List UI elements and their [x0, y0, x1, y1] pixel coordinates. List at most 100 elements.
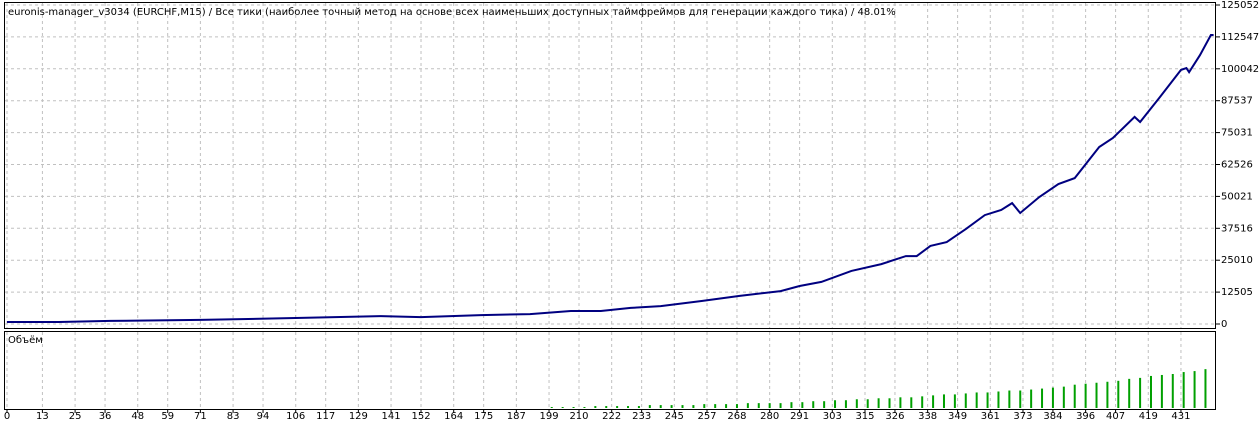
- x-tick-label: 268: [727, 411, 746, 422]
- volume-bar: [637, 406, 640, 408]
- x-tick-label: 152: [411, 411, 430, 422]
- x-tick-label: 338: [918, 411, 937, 422]
- y-tick-label: 25010: [1221, 255, 1253, 266]
- x-tick-label: 13: [36, 411, 49, 422]
- y-tick-label: 100042: [1221, 64, 1259, 75]
- x-tick-label: 199: [539, 411, 558, 422]
- volume-bar: [692, 405, 695, 408]
- x-tick-label: 164: [444, 411, 463, 422]
- volume-bar: [757, 403, 760, 408]
- volume-bar: [866, 399, 869, 408]
- volume-bar: [1182, 372, 1185, 408]
- y-tick-label: 87537: [1221, 96, 1253, 107]
- x-tick-label: 187: [507, 411, 526, 422]
- volume-bar: [986, 392, 989, 408]
- volume-bar: [714, 404, 717, 408]
- volume-bar: [801, 402, 804, 408]
- volume-bar: [975, 392, 978, 408]
- x-tick-label: 396: [1076, 411, 1095, 422]
- volume-bar: [670, 405, 673, 408]
- volume-bar: [659, 405, 662, 408]
- volume-bar: [583, 407, 586, 408]
- volume-bar: [703, 404, 706, 408]
- volume-bar: [1204, 369, 1207, 408]
- x-tick-label: 25: [69, 411, 82, 422]
- volume-bar: [953, 394, 956, 408]
- y-tick-label: 125052: [1221, 0, 1259, 11]
- x-tick-label: 233: [632, 411, 651, 422]
- volume-bar: [1041, 388, 1044, 408]
- volume-bar: [932, 395, 935, 408]
- x-tick-label: 0: [4, 411, 10, 422]
- y-tick-label: 0: [1221, 319, 1227, 330]
- volume-bar: [877, 398, 880, 408]
- x-tick-label: 407: [1106, 411, 1125, 422]
- x-tick-label: 94: [257, 411, 270, 422]
- x-tick-label: 326: [885, 411, 904, 422]
- volume-bar: [1019, 390, 1022, 408]
- x-tick-label: 222: [602, 411, 621, 422]
- x-tick-label: 280: [760, 411, 779, 422]
- volume-bar: [768, 403, 771, 408]
- x-tick-label: 349: [948, 411, 967, 422]
- volume-bar: [616, 406, 619, 408]
- panel-title: Объём: [8, 335, 43, 346]
- chart-title: euronis-manager_v3034 (EURCHF,M15) / Все…: [8, 7, 896, 18]
- volume-bar: [942, 394, 945, 408]
- x-tick-label: 106: [286, 411, 305, 422]
- x-tick-label: 245: [665, 411, 684, 422]
- volume-panel: [4, 331, 1216, 410]
- x-tick-label: 373: [1013, 411, 1032, 422]
- x-tick-label: 48: [131, 411, 144, 422]
- volume-bar: [1193, 371, 1196, 408]
- volume-bar: [1160, 374, 1163, 408]
- volume-bar: [1139, 377, 1142, 408]
- volume-bar: [561, 407, 564, 408]
- y-tick-label: 112547: [1221, 32, 1259, 43]
- main-panel: [4, 2, 1216, 329]
- x-tick-label: 210: [569, 411, 588, 422]
- volume-bar: [834, 400, 837, 408]
- volume-bar: [1128, 378, 1131, 408]
- volume-bar: [1030, 389, 1033, 408]
- volume-bar: [605, 406, 608, 408]
- volume-bar: [1073, 384, 1076, 408]
- volume-bar: [855, 399, 858, 408]
- volume-bar: [725, 404, 728, 408]
- x-tick-label: 129: [349, 411, 368, 422]
- volume-bar: [627, 406, 630, 408]
- volume-bar: [1171, 374, 1174, 408]
- x-tick-label: 59: [161, 411, 174, 422]
- volume-bar: [594, 406, 597, 408]
- y-tick-label: 62526: [1221, 160, 1253, 171]
- x-tick-label: 361: [981, 411, 1000, 422]
- x-tick-label: 303: [823, 411, 842, 422]
- volume-bar: [888, 398, 891, 408]
- x-tick-label: 36: [99, 411, 112, 422]
- volume-bar: [910, 397, 913, 408]
- volume-bar: [1062, 386, 1065, 408]
- x-tick-label: 83: [227, 411, 240, 422]
- volume-bar: [1051, 387, 1054, 408]
- volume-bar: [1095, 382, 1098, 408]
- y-tick-label: 12505: [1221, 287, 1253, 298]
- x-tick-label: 431: [1171, 411, 1190, 422]
- volume-bar: [790, 402, 793, 408]
- y-tick-label: 75031: [1221, 128, 1253, 139]
- volume-bar: [844, 400, 847, 408]
- volume-bar: [735, 404, 738, 408]
- volume-bar: [823, 401, 826, 408]
- volume-bar: [681, 405, 684, 408]
- volume-bar: [899, 397, 902, 408]
- volume-bar: [921, 396, 924, 408]
- x-tick-label: 315: [855, 411, 874, 422]
- balance-line: [7, 34, 1214, 323]
- x-tick-label: 175: [474, 411, 493, 422]
- x-tick-label: 71: [194, 411, 207, 422]
- x-tick-label: 141: [382, 411, 401, 422]
- volume-bar: [746, 403, 749, 408]
- volume-bar: [1117, 380, 1120, 408]
- volume-bar: [572, 407, 575, 408]
- volume-bar: [550, 407, 553, 408]
